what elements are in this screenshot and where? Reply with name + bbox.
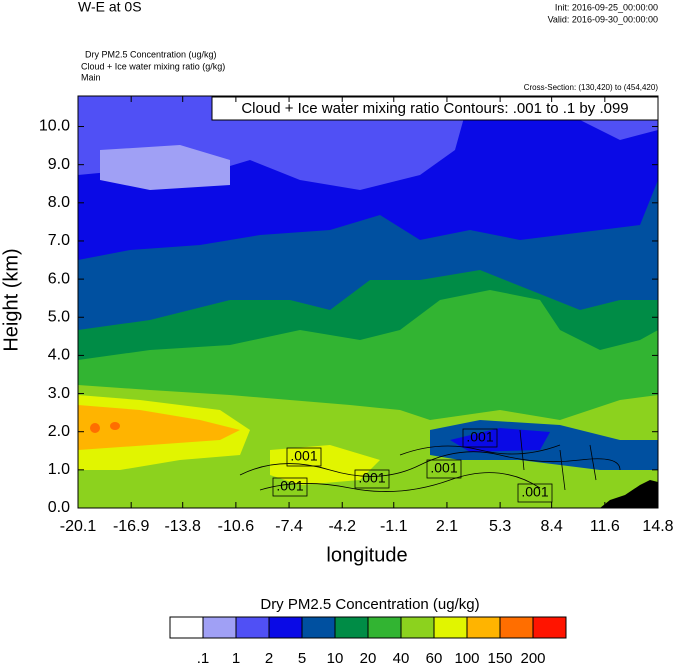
colorbar-label: 100 [454, 650, 479, 667]
x-tick-label: -1.1 [380, 518, 408, 535]
colorbar-box [169, 616, 204, 639]
colorbar-label: 5 [298, 650, 306, 667]
x-tick-label: 14.8 [642, 518, 673, 535]
x-tick-label: -20.1 [60, 518, 97, 535]
x-tick-label: -16.9 [113, 518, 150, 535]
valid-time: Valid: 2016-09-30_00:00:00 [548, 14, 658, 24]
contour-label: .001 [430, 460, 457, 476]
terrain [600, 480, 658, 508]
colorbar-box [268, 616, 303, 639]
contour-label: .001 [276, 478, 303, 494]
cross-section: Cross-Section: (130,420) to (454,420) [524, 83, 659, 92]
fill [100, 145, 230, 190]
contour-label-box [286, 447, 322, 467]
fill [450, 428, 550, 452]
colorbar-box [367, 616, 402, 639]
y-tick-label: 9.0 [48, 156, 70, 173]
y-tick-label: 10.0 [39, 118, 70, 135]
y-tick-label: 0.0 [48, 499, 70, 516]
colorbar-box [466, 616, 501, 639]
colorbar-label: 1 [232, 650, 240, 667]
colorbar-box [499, 616, 534, 639]
contour-note: Cloud + Ice water mixing ratio Contours:… [241, 100, 628, 117]
contour-label: .001 [521, 484, 548, 500]
contour-label-box [517, 483, 553, 503]
colorbar-label: 200 [520, 650, 545, 667]
y-axis-label: Height (km) [0, 248, 22, 351]
x-tick-label: -13.8 [164, 518, 201, 535]
x-tick-label: 2.1 [436, 518, 458, 535]
init-time: Init: 2016-09-25_00:00:00 [555, 2, 658, 12]
x-tick-label: 11.6 [590, 518, 620, 535]
plot-frame [77, 95, 659, 509]
contour-field [78, 96, 658, 508]
y-tick-label: 6.0 [48, 270, 70, 287]
colorbar-label: .1 [197, 650, 210, 667]
title: W-E at 0S [78, 0, 142, 15]
colorbar-box [301, 616, 336, 639]
x-axis-label: longitude [326, 544, 407, 566]
colorbar-label: 150 [487, 650, 512, 667]
field-line: Dry PM2.5 Concentration (ug/kg) [85, 49, 217, 59]
colorbar-label: 60 [426, 650, 443, 667]
contour-label: .001 [358, 470, 385, 486]
y-tick-label: 2.0 [48, 423, 70, 440]
colorbar-box [532, 616, 567, 639]
fill [78, 405, 240, 450]
y-tick-label: 5.0 [48, 308, 70, 325]
fill [90, 422, 120, 433]
x-tick-label: -4.2 [328, 518, 356, 535]
contour-label-box [426, 459, 462, 479]
contour-note-box [211, 96, 659, 121]
colorbar-box [334, 616, 369, 639]
x-tick-label: -7.4 [275, 518, 303, 535]
contour-label: .001 [466, 429, 493, 445]
contour-label: .001 [290, 448, 317, 464]
colorbar-label: 2 [265, 650, 273, 667]
x-tick-label: 8.4 [541, 518, 563, 535]
x-tick-label: 5.3 [489, 518, 511, 535]
x-tick-label: -10.6 [218, 518, 255, 535]
colorbar-box [400, 616, 435, 639]
contour-label-box [272, 477, 308, 497]
colorbar-label: 20 [360, 650, 377, 667]
field-line: Main [81, 72, 101, 82]
y-tick-label: 7.0 [48, 232, 70, 249]
colorbar-box [202, 616, 237, 639]
colorbar-box [235, 616, 270, 639]
contour-label-box [462, 428, 498, 448]
colorbar-box [433, 616, 468, 639]
contour-line [239, 429, 621, 492]
y-tick-label: 3.0 [48, 385, 70, 402]
field-line: Cloud + Ice water mixing ratio (g/kg) [81, 61, 225, 71]
colorbar-title: Dry PM2.5 Concentration (ug/kg) [260, 596, 479, 613]
y-tick-label: 1.0 [48, 461, 70, 478]
contour-label-box [354, 469, 390, 489]
y-tick-label: 8.0 [48, 194, 70, 211]
colorbar-label: 10 [327, 650, 344, 667]
y-tick-label: 4.0 [48, 347, 70, 364]
colorbar-label: 40 [393, 650, 410, 667]
